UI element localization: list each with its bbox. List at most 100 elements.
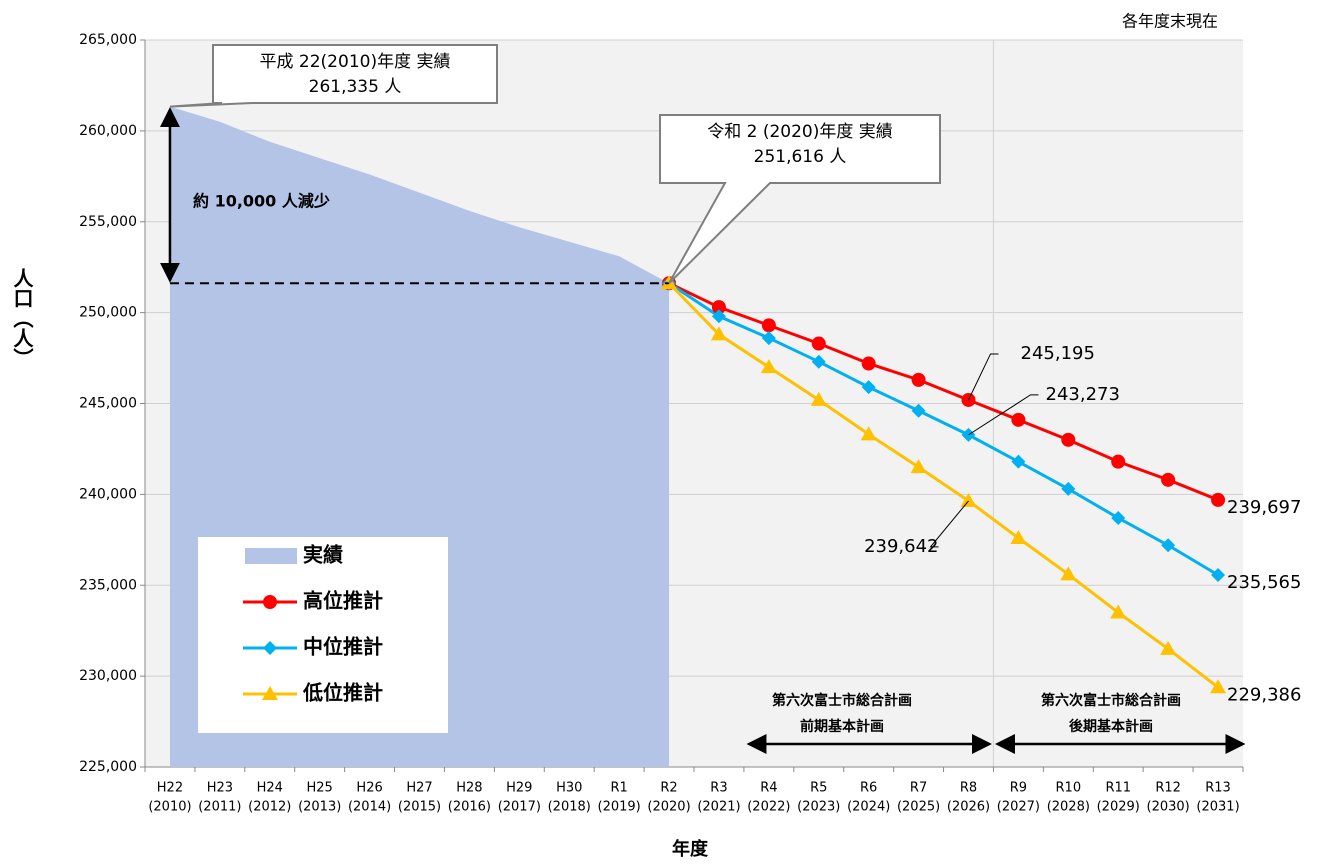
x-tick-year: (2016)	[448, 800, 491, 815]
marker	[1061, 432, 1076, 447]
x-tick-label: R2	[660, 781, 677, 796]
x-tick-label: R5	[810, 781, 827, 796]
x-tick-year: (2017)	[498, 800, 541, 815]
x-tick-year: (2018)	[548, 800, 591, 815]
marker	[960, 492, 977, 507]
legend	[198, 537, 448, 733]
marker	[263, 595, 277, 609]
marker	[710, 326, 727, 341]
x-tick-label: H28	[456, 781, 482, 796]
legend-label: 低位推計	[302, 681, 383, 705]
y-tick-label: 235,000	[79, 577, 137, 593]
y-tick-label: 240,000	[79, 486, 137, 502]
marker	[262, 686, 278, 700]
x-tick-year: (2026)	[947, 800, 990, 815]
line	[668, 281, 1219, 502]
marker	[811, 354, 826, 369]
leader-line	[968, 394, 1039, 436]
marker	[911, 403, 926, 418]
x-tick-label: H24	[257, 781, 283, 796]
x-tick-label: R6	[860, 781, 877, 796]
marker	[1011, 454, 1026, 469]
marker	[1011, 412, 1026, 427]
marker	[810, 391, 827, 406]
plan-name: 第六次富士市総合計画	[1041, 692, 1181, 709]
marker	[1211, 567, 1226, 582]
marker	[860, 426, 877, 441]
data-label: 235,565	[1227, 572, 1301, 593]
x-tick-year: (2013)	[298, 800, 341, 815]
x-tick-year: (2024)	[847, 800, 890, 815]
x-tick-label: R1	[610, 781, 627, 796]
x-tick-year: (2029)	[1097, 800, 1140, 815]
marker	[760, 359, 777, 374]
x-tick-label: R12	[1155, 781, 1181, 796]
data-label: 239,642	[864, 536, 938, 557]
x-axis-label: 年度	[672, 838, 709, 860]
y-tick-label: 260,000	[79, 123, 137, 139]
marker	[1061, 481, 1076, 496]
x-tick-year: (2019)	[598, 800, 641, 815]
marker	[910, 459, 927, 474]
decrease-label: 約 10,000 人減少	[193, 192, 330, 211]
legend-label: 実績	[303, 543, 343, 567]
marker	[711, 300, 726, 315]
leader-line	[968, 353, 999, 401]
marker	[263, 641, 277, 655]
plan-phase: 後期基本計画	[1069, 718, 1153, 735]
marker	[811, 336, 826, 351]
y-tick-label: 255,000	[79, 214, 137, 230]
marker	[1161, 472, 1176, 487]
x-tick-label: H22	[157, 781, 183, 796]
callout-text: 251,616 人	[754, 147, 847, 167]
leader-line	[929, 500, 969, 548]
callout-text: 261,335 人	[309, 77, 402, 97]
callout	[169, 44, 498, 108]
marker	[1060, 566, 1077, 581]
x-tick-label: H29	[506, 781, 532, 796]
y-axis-label: 人口（人）	[10, 268, 34, 368]
marker	[861, 380, 876, 395]
line	[668, 282, 1219, 577]
x-tick-label: R8	[960, 781, 977, 796]
x-tick-label: H27	[406, 781, 432, 796]
marker	[1111, 511, 1126, 526]
x-tick-year: (2014)	[348, 800, 391, 815]
marker	[1211, 492, 1226, 507]
x-tick-year: (2012)	[248, 800, 291, 815]
legend-label: 中位推計	[303, 635, 383, 659]
x-tick-label: H30	[556, 781, 582, 796]
x-tick-label: H23	[207, 781, 233, 796]
legend-label: 高位推計	[303, 589, 383, 613]
x-tick-label: R3	[710, 781, 727, 796]
y-tick-label: 225,000	[79, 759, 137, 775]
marker	[761, 318, 776, 333]
marker	[861, 356, 876, 371]
marker	[1210, 679, 1227, 694]
x-tick-year: (2020)	[647, 800, 690, 815]
marker	[1161, 538, 1176, 553]
data-label: 229,386	[1227, 684, 1301, 705]
y-tick-label: 250,000	[79, 305, 137, 321]
marker	[1110, 604, 1127, 619]
x-tick-year: (2030)	[1147, 800, 1190, 815]
data-label: 239,697	[1227, 497, 1301, 518]
callout-text: 令和 2 (2020)年度 実績	[707, 122, 893, 142]
x-tick-label: R7	[910, 781, 927, 796]
x-tick-year: (2031)	[1196, 800, 1239, 815]
plan-name: 第六次富士市総合計画	[772, 692, 912, 709]
x-tick-year: (2025)	[897, 800, 940, 815]
callout	[659, 114, 941, 284]
plan-phase: 前期基本計画	[800, 718, 884, 735]
y-tick-label: 230,000	[79, 668, 137, 684]
marker	[1160, 640, 1177, 655]
x-tick-year: (2022)	[747, 800, 790, 815]
x-tick-label: R10	[1056, 781, 1082, 796]
x-tick-label: H25	[307, 781, 333, 796]
x-tick-label: R4	[760, 781, 777, 796]
x-tick-year: (2021)	[697, 800, 740, 815]
x-tick-year: (2028)	[1047, 800, 1090, 815]
x-tick-year: (2010)	[148, 800, 191, 815]
